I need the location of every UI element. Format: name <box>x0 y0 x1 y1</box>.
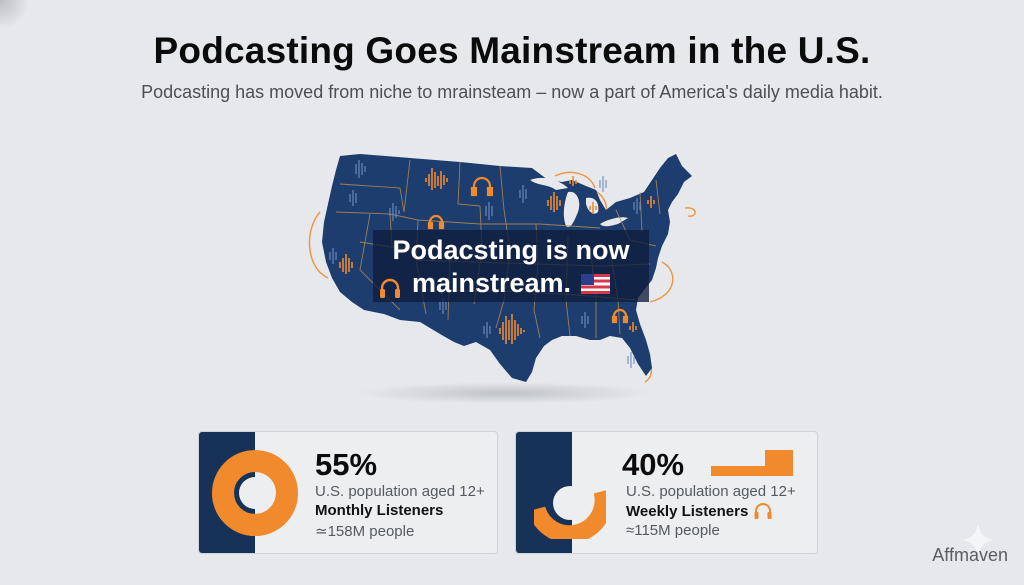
donut-chart-icon <box>212 450 298 536</box>
us-flag-icon <box>581 273 611 294</box>
sparkle-icon <box>962 524 994 556</box>
stat-label-text: Monthly Listeners <box>315 502 444 519</box>
headphones-icon <box>754 503 772 519</box>
headphones-icon <box>380 278 400 298</box>
stat-label-text: Weekly Listeners <box>626 502 749 520</box>
stat-people: ≈115M people <box>626 522 720 539</box>
page-title: Podcasting Goes Mainstream in the U.S. <box>153 30 871 71</box>
stat-description: U.S. population aged 12+ <box>315 483 485 500</box>
donut-chart-icon <box>534 486 606 539</box>
stat-card-weekly: 40% U.S. population aged 12+ Weekly List… <box>515 431 818 554</box>
stat-percent: 40% <box>622 447 685 482</box>
banner-line-2: mainstream. <box>411 267 611 300</box>
stat-description: U.S. population aged 12+ <box>626 483 796 500</box>
corner-artifact <box>0 0 30 30</box>
stat-percent: 55% <box>315 447 378 482</box>
stat-label: Weekly Listeners <box>626 502 773 520</box>
map-banner: Podacsting is now mainstream. <box>373 230 649 302</box>
brand-watermark: Affmaven <box>932 545 1008 565</box>
banner-line-1: Podacsting is now <box>392 235 630 265</box>
stat-label: Monthly Listeners <box>315 502 443 519</box>
bar-graphic-icon <box>711 450 793 476</box>
page-subtitle: Podcasting has moved from niche to mrain… <box>141 82 883 102</box>
map-shadow <box>355 382 655 404</box>
stat-card-monthly: 55% U.S. population aged 12+ Monthly Lis… <box>198 431 498 554</box>
banner-line-2-text: mainstream. <box>411 268 572 298</box>
stat-people: ≃158M people <box>315 523 415 540</box>
